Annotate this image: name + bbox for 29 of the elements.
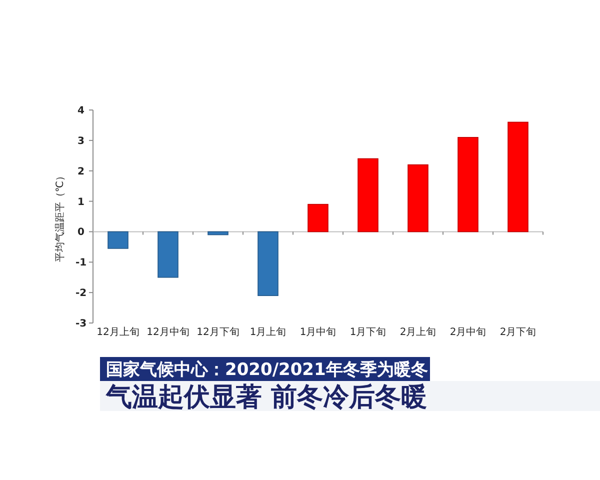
y-tick-label: 4: [78, 106, 85, 116]
bar: [458, 136, 478, 232]
y-tick-label: -2: [75, 288, 87, 300]
bar: [508, 122, 528, 232]
x-tick-label: 2月下旬: [500, 326, 536, 338]
bar: [308, 204, 328, 232]
x-tick-label: 1月上旬: [250, 326, 286, 338]
bar: [108, 231, 128, 249]
y-tick-label: -1: [75, 258, 87, 269]
y-tick-label: 1: [78, 196, 85, 208]
text: 国家气候中心：2020/2021年冬季为暖冬: [106, 360, 428, 380]
x-tick-label: 2月上旬: [400, 326, 436, 338]
bar: [208, 231, 228, 236]
bar: [358, 158, 378, 232]
bar: [258, 231, 278, 296]
bar: [408, 164, 428, 232]
x-tick-label: 2月中旬: [450, 326, 486, 338]
y-tick-label: 2: [78, 166, 85, 178]
bar: [158, 231, 178, 278]
y-tick-label: 0: [78, 227, 85, 238]
x-tick-label: 12月中旬: [146, 326, 190, 338]
y-tick-label: 3: [78, 136, 85, 147]
y-tick-label: -3: [75, 318, 87, 330]
y-axis-title: 平均气温距平（℃）: [54, 170, 66, 262]
x-tick-label: 12月下旬: [196, 326, 240, 338]
x-tick-label: 12月上旬: [96, 326, 140, 338]
text: 气温起伏显著 前冬冷后冬暖: [105, 382, 428, 412]
x-tick-label: 1月下旬: [350, 326, 386, 338]
x-tick-label: 1月中旬: [300, 326, 336, 338]
